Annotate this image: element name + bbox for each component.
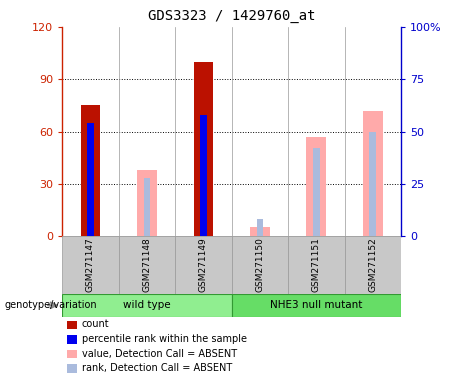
- Bar: [62, 236, 118, 294]
- Bar: [87, 123, 94, 236]
- Bar: [363, 111, 383, 236]
- Bar: [118, 236, 175, 294]
- Text: GSM271150: GSM271150: [255, 238, 265, 292]
- Bar: [62, 294, 231, 317]
- Text: GSM271149: GSM271149: [199, 238, 208, 292]
- Text: percentile rank within the sample: percentile rank within the sample: [82, 334, 247, 344]
- Bar: [200, 115, 207, 236]
- Bar: [81, 105, 100, 236]
- Bar: [143, 177, 150, 236]
- Text: value, Detection Call = ABSENT: value, Detection Call = ABSENT: [82, 349, 236, 359]
- Bar: [307, 137, 326, 236]
- Bar: [231, 236, 288, 294]
- Title: GDS3323 / 1429760_at: GDS3323 / 1429760_at: [148, 9, 315, 23]
- Bar: [344, 236, 401, 294]
- Text: wild type: wild type: [123, 300, 171, 310]
- Bar: [194, 62, 213, 236]
- Text: rank, Detection Call = ABSENT: rank, Detection Call = ABSENT: [82, 363, 232, 373]
- Bar: [231, 294, 401, 317]
- Bar: [256, 219, 263, 236]
- Text: GSM271151: GSM271151: [312, 238, 321, 292]
- Bar: [175, 236, 231, 294]
- Text: GSM271148: GSM271148: [142, 238, 152, 292]
- Text: genotype/variation: genotype/variation: [5, 300, 97, 310]
- Text: NHE3 null mutant: NHE3 null mutant: [270, 300, 362, 310]
- Bar: [250, 227, 270, 236]
- Text: count: count: [82, 319, 109, 329]
- Bar: [137, 170, 157, 236]
- Bar: [288, 236, 344, 294]
- Text: GSM271152: GSM271152: [368, 238, 378, 292]
- Bar: [313, 148, 320, 236]
- Bar: [369, 131, 376, 236]
- Text: GSM271147: GSM271147: [86, 238, 95, 292]
